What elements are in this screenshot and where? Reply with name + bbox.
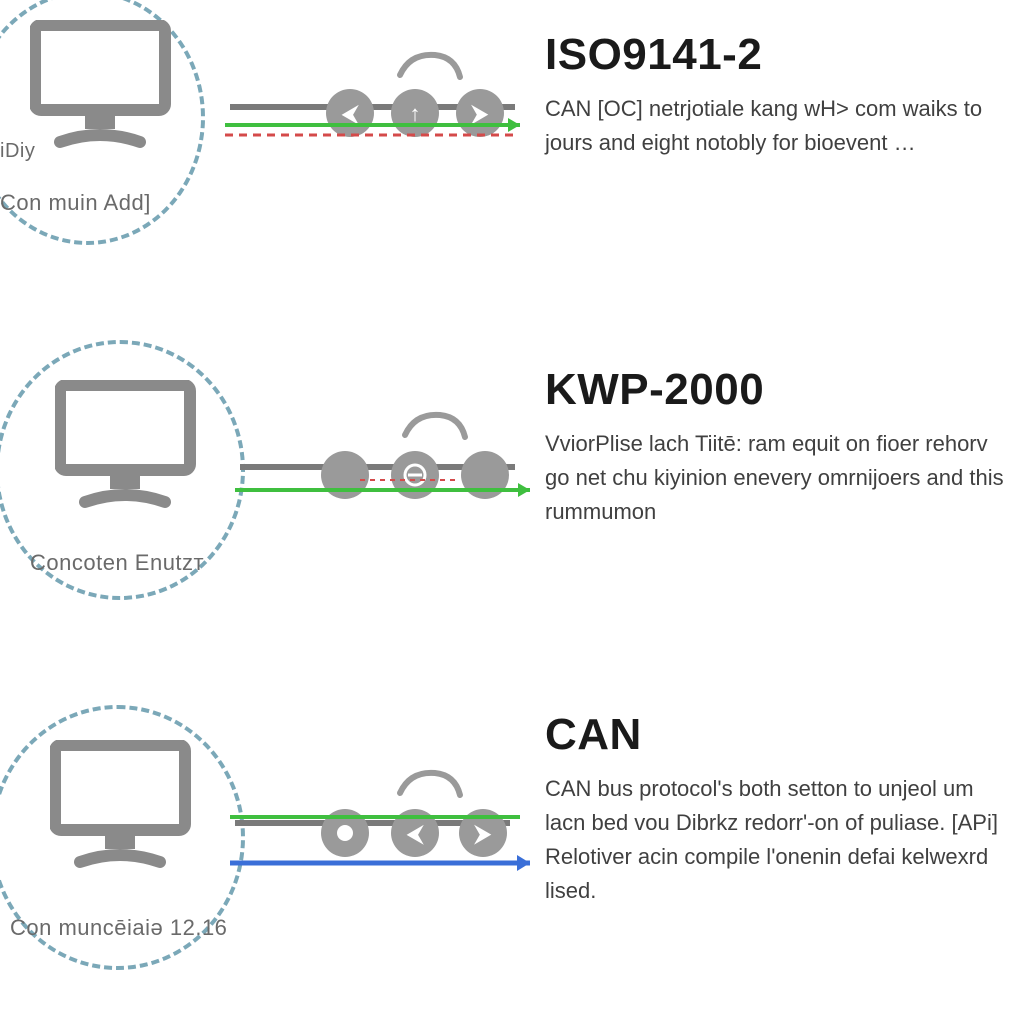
svg-text:↑: ↑ bbox=[410, 101, 421, 126]
arrow-diagram-can: ⮜ ⮞ bbox=[225, 765, 545, 915]
svg-text:⮜: ⮜ bbox=[341, 101, 359, 126]
protocol-row-kwp2000: Concoten Enutzт KWP-2000 VviorPlise lach… bbox=[0, 330, 1024, 650]
text-block-iso9141: ISO9141-2 CAN [OC] netrjotiale kang wH> … bbox=[545, 30, 1015, 160]
monitor-icon bbox=[55, 380, 205, 510]
protocol-desc: CAN [OC] netrjotiale kang wH> com waiks … bbox=[545, 92, 1015, 160]
text-block-can: CAN CAN bus protocol's both setton to un… bbox=[545, 710, 1015, 908]
bubble-caption-bottom: Concoten Enutzт bbox=[30, 550, 204, 576]
protocol-title: ISO9141-2 bbox=[545, 30, 1015, 80]
protocol-row-iso9141: iDiy Con muin Add] ⮜ ↑ ⮞ ISO9141-2 CAN [… bbox=[0, 0, 1024, 320]
text-block-kwp2000: KWP-2000 VviorPlise lach Tiitē: ram equi… bbox=[545, 365, 1015, 529]
protocol-desc: VviorPlise lach Tiitē: ram equit on fioe… bbox=[545, 427, 1015, 529]
bubble-caption-bottom: Con muin Add] bbox=[0, 190, 151, 216]
monitor-icon bbox=[30, 20, 180, 150]
arrow-diagram-iso9141: ⮜ ↑ ⮞ bbox=[220, 45, 540, 185]
svg-text:⮞: ⮞ bbox=[474, 821, 492, 846]
protocol-title: CAN bbox=[545, 710, 1015, 760]
svg-text:⮜: ⮜ bbox=[406, 821, 424, 846]
monitor-icon bbox=[50, 740, 200, 870]
protocol-row-can: Con muncēiaiə 12.16 ⮜ ⮞ CAN CAN bus prot… bbox=[0, 680, 1024, 1000]
protocol-title: KWP-2000 bbox=[545, 365, 1015, 415]
bubble-caption-top: iDiy bbox=[0, 140, 35, 163]
arrow-diagram-kwp2000 bbox=[230, 405, 550, 545]
protocol-desc: CAN bus protocol's both setton to unjeol… bbox=[545, 772, 1015, 908]
svg-text:⮞: ⮞ bbox=[471, 101, 489, 126]
bubble-caption-bottom: Con muncēiaiə 12.16 bbox=[10, 915, 227, 941]
